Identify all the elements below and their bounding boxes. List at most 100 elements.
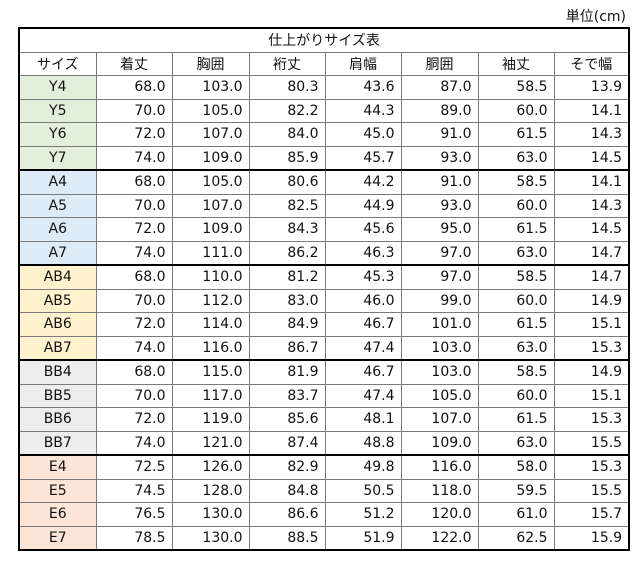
value-cell: 103.0 bbox=[400, 335, 479, 361]
value-cell: 59.5 bbox=[477, 478, 555, 503]
size-cell: AB7 bbox=[18, 335, 97, 361]
table-row: BB7 74.0 121.0 87.4 48.8 109.0 63.0 15.5 bbox=[18, 430, 630, 456]
table-title: 仕上がりサイズ表 bbox=[18, 27, 630, 53]
value-cell: 93.0 bbox=[400, 145, 479, 171]
value-cell: 76.5 bbox=[95, 502, 173, 527]
value-cell: 84.3 bbox=[248, 217, 326, 242]
value-cell: 105.0 bbox=[400, 383, 479, 408]
size-cell: A6 bbox=[18, 217, 97, 242]
size-cell: A4 bbox=[18, 169, 97, 195]
value-cell: 105.0 bbox=[171, 169, 250, 195]
value-cell: 91.0 bbox=[400, 169, 479, 195]
value-cell: 48.8 bbox=[324, 430, 402, 456]
size-cell: Y4 bbox=[18, 75, 97, 100]
value-cell: 58.5 bbox=[477, 359, 555, 385]
value-cell: 74.0 bbox=[95, 430, 173, 456]
value-cell: 84.9 bbox=[248, 312, 326, 337]
waist-header: 胴囲 bbox=[400, 51, 479, 76]
value-cell: 72.0 bbox=[95, 122, 173, 147]
value-cell: 68.0 bbox=[95, 359, 173, 385]
table-row: Y5 70.0 105.0 82.2 44.3 89.0 60.0 14.1 bbox=[18, 98, 630, 123]
value-cell: 63.0 bbox=[477, 145, 555, 171]
value-cell: 47.4 bbox=[324, 335, 402, 361]
value-cell: 15.1 bbox=[553, 312, 630, 337]
value-cell: 107.0 bbox=[171, 122, 250, 147]
table-row: Y4 68.0 103.0 80.3 43.6 87.0 58.5 13.9 bbox=[18, 75, 630, 100]
value-cell: 74.0 bbox=[95, 240, 173, 266]
size-cell: E7 bbox=[18, 525, 97, 551]
value-cell: 81.9 bbox=[248, 359, 326, 385]
value-cell: 103.0 bbox=[400, 359, 479, 385]
yuki-header: 裄丈 bbox=[248, 51, 326, 76]
size-cell: BB4 bbox=[18, 359, 97, 385]
value-cell: 58.5 bbox=[477, 264, 555, 290]
value-cell: 15.5 bbox=[553, 478, 630, 503]
value-cell: 122.0 bbox=[400, 525, 479, 551]
value-cell: 72.0 bbox=[95, 312, 173, 337]
table-row: E5 74.5 128.0 84.8 50.5 118.0 59.5 15.5 bbox=[18, 478, 630, 503]
value-cell: 86.2 bbox=[248, 240, 326, 266]
value-cell: 82.9 bbox=[248, 454, 326, 480]
value-cell: 63.0 bbox=[477, 430, 555, 456]
value-cell: 99.0 bbox=[400, 288, 479, 313]
size-cell: AB4 bbox=[18, 264, 97, 290]
length-header: 着丈 bbox=[95, 51, 173, 76]
value-cell: 15.3 bbox=[553, 407, 630, 432]
value-cell: 61.5 bbox=[477, 217, 555, 242]
value-cell: 60.0 bbox=[477, 383, 555, 408]
value-cell: 47.4 bbox=[324, 383, 402, 408]
size-cell: Y6 bbox=[18, 122, 97, 147]
value-cell: 68.0 bbox=[95, 75, 173, 100]
value-cell: 130.0 bbox=[171, 525, 250, 551]
value-cell: 14.3 bbox=[553, 122, 630, 147]
size-cell: A7 bbox=[18, 240, 97, 266]
value-cell: 128.0 bbox=[171, 478, 250, 503]
value-cell: 62.5 bbox=[477, 525, 555, 551]
value-cell: 97.0 bbox=[400, 240, 479, 266]
size-cell: E4 bbox=[18, 454, 97, 480]
value-cell: 115.0 bbox=[171, 359, 250, 385]
value-cell: 116.0 bbox=[400, 454, 479, 480]
value-cell: 119.0 bbox=[171, 407, 250, 432]
value-cell: 126.0 bbox=[171, 454, 250, 480]
value-cell: 58.0 bbox=[477, 454, 555, 480]
table-row: A6 72.0 109.0 84.3 45.6 95.0 61.5 14.5 bbox=[18, 217, 630, 242]
value-cell: 72.0 bbox=[95, 407, 173, 432]
table-row: Y6 72.0 107.0 84.0 45.0 91.0 61.5 14.3 bbox=[18, 122, 630, 147]
value-cell: 48.1 bbox=[324, 407, 402, 432]
value-cell: 105.0 bbox=[171, 98, 250, 123]
value-cell: 116.0 bbox=[171, 335, 250, 361]
value-cell: 14.1 bbox=[553, 169, 630, 195]
value-cell: 112.0 bbox=[171, 288, 250, 313]
value-cell: 63.0 bbox=[477, 335, 555, 361]
value-cell: 84.8 bbox=[248, 478, 326, 503]
size-cell: AB6 bbox=[18, 312, 97, 337]
size-cell: Y5 bbox=[18, 98, 97, 123]
size-cell: E6 bbox=[18, 502, 97, 527]
value-cell: 14.5 bbox=[553, 145, 630, 171]
value-cell: 44.9 bbox=[324, 193, 402, 218]
value-cell: 110.0 bbox=[171, 264, 250, 290]
value-cell: 87.0 bbox=[400, 75, 479, 100]
size-cell: AB5 bbox=[18, 288, 97, 313]
chest-header: 胸囲 bbox=[171, 51, 250, 76]
value-cell: 78.5 bbox=[95, 525, 173, 551]
value-cell: 82.5 bbox=[248, 193, 326, 218]
value-cell: 44.2 bbox=[324, 169, 402, 195]
value-cell: 15.7 bbox=[553, 502, 630, 527]
size-cell: BB5 bbox=[18, 383, 97, 408]
value-cell: 58.5 bbox=[477, 169, 555, 195]
table-row: A4 68.0 105.0 80.6 44.2 91.0 58.5 14.1 bbox=[18, 169, 630, 195]
shoulder-header: 肩幅 bbox=[324, 51, 402, 76]
table-body: Y4 68.0 103.0 80.3 43.6 87.0 58.5 13.9 Y5 70.0 105… bbox=[18, 75, 630, 551]
value-cell: 46.0 bbox=[324, 288, 402, 313]
value-cell: 50.5 bbox=[324, 478, 402, 503]
value-cell: 109.0 bbox=[171, 217, 250, 242]
value-cell: 14.1 bbox=[553, 98, 630, 123]
sleeve-width-header: そで幅 bbox=[553, 51, 630, 76]
table-row: BB5 70.0 117.0 83.7 47.4 105.0 60.0 15.1 bbox=[18, 383, 630, 408]
value-cell: 107.0 bbox=[171, 193, 250, 218]
value-cell: 45.7 bbox=[324, 145, 402, 171]
value-cell: 14.5 bbox=[553, 217, 630, 242]
value-cell: 51.2 bbox=[324, 502, 402, 527]
